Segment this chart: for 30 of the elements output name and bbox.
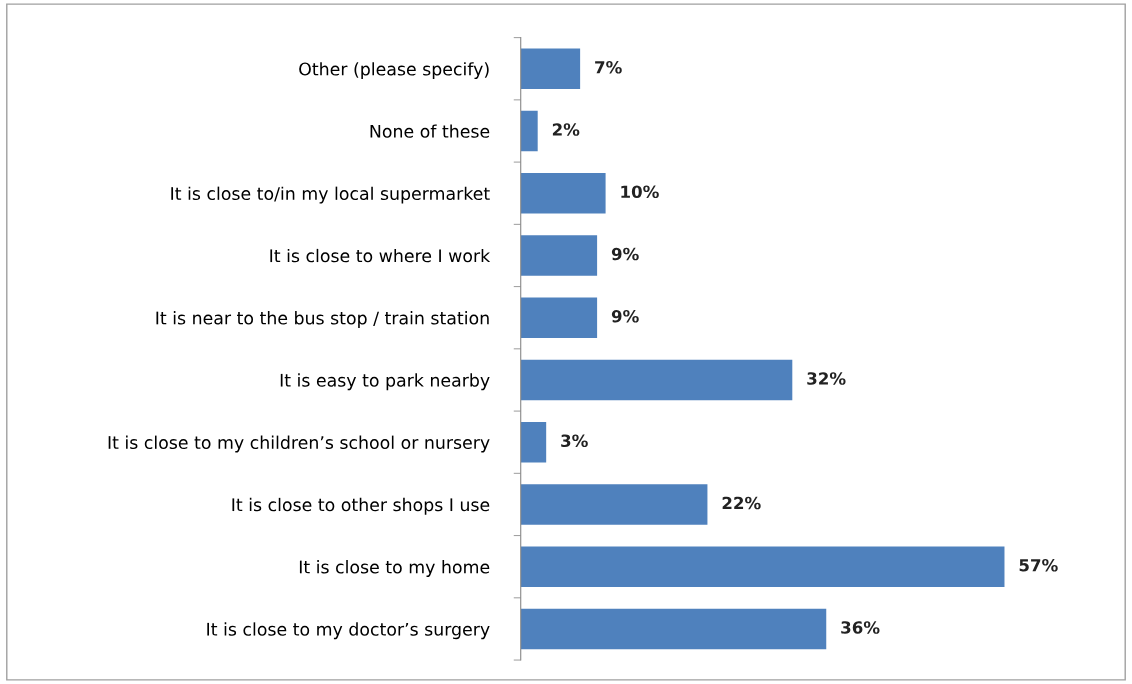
- y-tick-label: It is close to my home: [299, 560, 490, 577]
- bar: [520, 421, 547, 463]
- data-label: 57%: [1019, 558, 1058, 572]
- data-label: 36%: [841, 621, 880, 634]
- data-label: 9%: [611, 309, 639, 323]
- bar: [520, 48, 581, 89]
- data-label: 22%: [722, 496, 761, 510]
- bar: [520, 546, 1005, 587]
- y-tick-label: None of these: [370, 124, 490, 138]
- bar: [520, 608, 827, 650]
- data-label: 7%: [595, 60, 622, 74]
- data-label: 10%: [621, 185, 659, 199]
- y-tick-label: It is near to the bus stop / train station: [156, 311, 489, 328]
- bar: [520, 484, 708, 525]
- bar: [520, 110, 538, 152]
- bar: [520, 359, 793, 401]
- y-tick-label: It is close to/in my local supermarket: [171, 186, 490, 204]
- y-tick-label: It is close to my doctor’s surgery: [207, 622, 490, 640]
- y-tick-label: It is close to where I work: [270, 248, 491, 263]
- bar: [520, 235, 598, 276]
- y-tick-label: It is easy to park nearby: [280, 373, 490, 391]
- bar: [520, 297, 598, 338]
- y-tick-label: It is close to other shops I use: [232, 497, 490, 515]
- y-tick-label: It is close to my children’s school or nursery: [108, 435, 490, 453]
- data-label: 3%: [561, 434, 588, 448]
- bar: [520, 173, 606, 214]
- data-label: 2%: [552, 123, 580, 136]
- y-tick-label: Other (please specify): [299, 62, 489, 79]
- data-label: 9%: [611, 247, 639, 261]
- data-label: 32%: [807, 372, 846, 385]
